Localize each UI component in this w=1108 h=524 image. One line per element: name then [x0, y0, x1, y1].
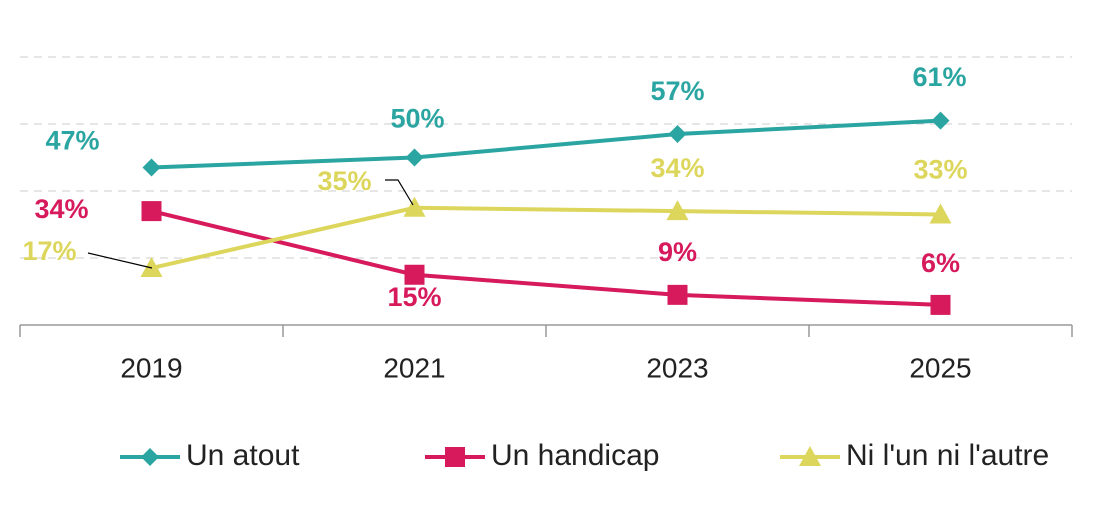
- data-label: 9%: [658, 237, 697, 267]
- point: [668, 125, 687, 144]
- legend-marker: [445, 447, 465, 467]
- data-label: 6%: [921, 248, 960, 278]
- legend-marker: [799, 446, 821, 466]
- point: [142, 158, 161, 177]
- data-label: 47%: [45, 126, 99, 156]
- data-label: 61%: [912, 62, 966, 92]
- point: [404, 264, 425, 285]
- data-label: 33%: [913, 155, 967, 185]
- data-label: 15%: [387, 282, 441, 312]
- data-label: 50%: [390, 104, 444, 134]
- data-label: 57%: [650, 76, 704, 106]
- line-series: [151, 205, 941, 270]
- point: [141, 201, 162, 222]
- leader-line: [385, 179, 414, 206]
- data-label: 34%: [650, 153, 704, 183]
- point: [930, 294, 951, 315]
- point: [405, 148, 424, 167]
- data-label: 34%: [34, 194, 88, 224]
- data-label: 17%: [22, 236, 76, 266]
- legend-label: Ni l'un ni l'autre: [846, 439, 1049, 472]
- point: [929, 203, 952, 224]
- point: [403, 196, 426, 217]
- x-tick-label: 2023: [646, 352, 708, 383]
- leader-line: [87, 252, 153, 269]
- line-series: [151, 209, 941, 307]
- legend-label: Un atout: [186, 439, 300, 472]
- point: [931, 111, 950, 130]
- point: [140, 257, 163, 278]
- x-tick-label: 2025: [909, 352, 971, 383]
- point: [667, 284, 688, 305]
- legend-label: Un handicap: [491, 439, 659, 472]
- point: [666, 200, 689, 221]
- legend-marker: [141, 448, 159, 466]
- line-series: [151, 118, 941, 170]
- data-label: 35%: [317, 166, 371, 196]
- x-tick-label: 2019: [120, 352, 182, 383]
- x-tick-label: 2021: [383, 352, 445, 383]
